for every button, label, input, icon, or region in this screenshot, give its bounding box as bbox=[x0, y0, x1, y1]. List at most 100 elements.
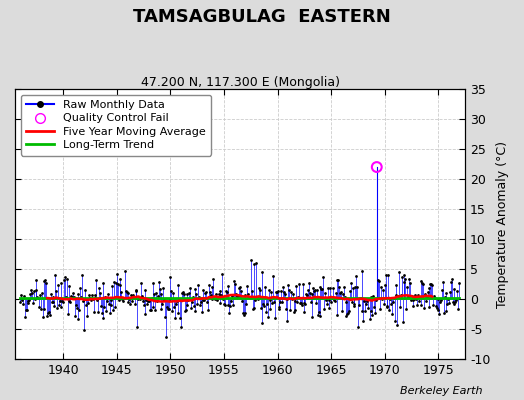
Point bbox=[280, 289, 288, 295]
Point bbox=[202, 288, 210, 295]
Point bbox=[316, 284, 325, 290]
Point bbox=[117, 289, 125, 295]
Point bbox=[295, 281, 303, 287]
Point bbox=[42, 280, 50, 286]
Point bbox=[227, 298, 235, 304]
Point bbox=[341, 312, 350, 319]
Point bbox=[289, 290, 297, 297]
Point bbox=[303, 292, 311, 298]
Point bbox=[214, 294, 222, 300]
Point bbox=[249, 261, 258, 268]
Point bbox=[162, 304, 171, 310]
Point bbox=[146, 307, 154, 313]
Point bbox=[318, 286, 326, 292]
Point bbox=[223, 302, 232, 309]
Y-axis label: Temperature Anomaly (°C): Temperature Anomaly (°C) bbox=[496, 140, 509, 308]
Point bbox=[258, 269, 267, 275]
Point bbox=[391, 282, 400, 288]
Point bbox=[169, 290, 177, 297]
Point bbox=[327, 299, 335, 305]
Point bbox=[236, 284, 244, 290]
Point bbox=[205, 282, 213, 288]
Point bbox=[259, 301, 268, 308]
Point bbox=[195, 294, 203, 300]
Point bbox=[284, 282, 292, 288]
Point bbox=[314, 312, 322, 318]
Point bbox=[183, 302, 192, 308]
Point bbox=[101, 294, 110, 300]
Point bbox=[430, 292, 438, 299]
Point bbox=[410, 296, 419, 302]
Point bbox=[124, 290, 133, 296]
Point bbox=[359, 318, 367, 325]
Point bbox=[331, 298, 339, 304]
Point bbox=[426, 281, 434, 287]
Point bbox=[366, 308, 375, 315]
Point bbox=[161, 314, 169, 320]
Point bbox=[310, 288, 319, 294]
Point bbox=[155, 279, 163, 285]
Point bbox=[133, 324, 141, 330]
Point bbox=[215, 300, 224, 306]
Point bbox=[407, 297, 415, 303]
Point bbox=[147, 307, 155, 313]
Point bbox=[223, 289, 231, 296]
Point bbox=[356, 295, 364, 301]
Point bbox=[324, 297, 333, 304]
Point bbox=[50, 303, 59, 309]
Point bbox=[353, 283, 362, 290]
Point bbox=[72, 305, 81, 312]
Point bbox=[19, 301, 27, 307]
Point bbox=[299, 281, 307, 288]
Point bbox=[315, 312, 324, 319]
Point bbox=[379, 287, 387, 294]
Point bbox=[25, 297, 34, 303]
Point bbox=[32, 286, 41, 293]
Point bbox=[291, 298, 300, 305]
Point bbox=[108, 283, 116, 290]
Point bbox=[100, 304, 108, 310]
Point bbox=[30, 296, 39, 302]
Point bbox=[134, 296, 143, 302]
Point bbox=[170, 304, 178, 310]
Point bbox=[265, 287, 273, 294]
Point bbox=[256, 304, 265, 311]
Point bbox=[156, 286, 164, 292]
Point bbox=[352, 273, 361, 280]
Point bbox=[442, 308, 451, 314]
Point bbox=[20, 314, 29, 321]
Point bbox=[132, 287, 140, 293]
Point bbox=[244, 291, 253, 297]
Point bbox=[219, 296, 227, 302]
Point bbox=[174, 282, 183, 288]
Point bbox=[450, 301, 458, 307]
Point bbox=[119, 298, 127, 304]
Point bbox=[132, 288, 140, 294]
Point bbox=[417, 302, 425, 308]
Point bbox=[383, 304, 391, 310]
Point bbox=[337, 288, 345, 295]
Point bbox=[105, 300, 113, 307]
Point bbox=[152, 290, 160, 296]
Point bbox=[216, 288, 225, 294]
Point bbox=[232, 291, 240, 298]
Point bbox=[221, 302, 229, 308]
Point bbox=[24, 300, 32, 306]
Point bbox=[371, 310, 379, 316]
Point bbox=[81, 296, 90, 302]
Point bbox=[62, 293, 70, 300]
Point bbox=[411, 292, 419, 299]
Point bbox=[204, 306, 212, 313]
Point bbox=[441, 293, 449, 300]
Legend: Raw Monthly Data, Quality Control Fail, Five Year Moving Average, Long-Term Tren: Raw Monthly Data, Quality Control Fail, … bbox=[20, 94, 211, 156]
Point bbox=[118, 296, 126, 302]
Point bbox=[20, 293, 28, 299]
Point bbox=[107, 297, 116, 303]
Point bbox=[275, 306, 283, 312]
Point bbox=[212, 291, 220, 298]
Point bbox=[59, 299, 68, 305]
Point bbox=[302, 291, 310, 297]
Point bbox=[285, 287, 293, 294]
Point bbox=[181, 307, 190, 314]
Point bbox=[381, 272, 390, 278]
